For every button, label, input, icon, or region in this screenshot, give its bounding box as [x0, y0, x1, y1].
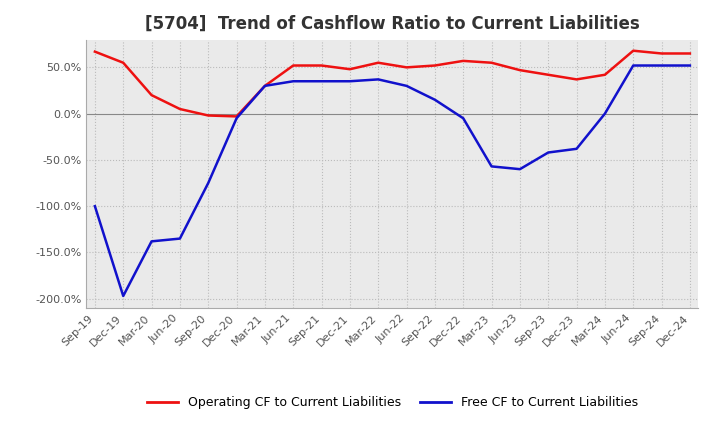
Title: [5704]  Trend of Cashflow Ratio to Current Liabilities: [5704] Trend of Cashflow Ratio to Curren… [145, 15, 640, 33]
Legend: Operating CF to Current Liabilities, Free CF to Current Liabilities: Operating CF to Current Liabilities, Fre… [142, 392, 643, 414]
